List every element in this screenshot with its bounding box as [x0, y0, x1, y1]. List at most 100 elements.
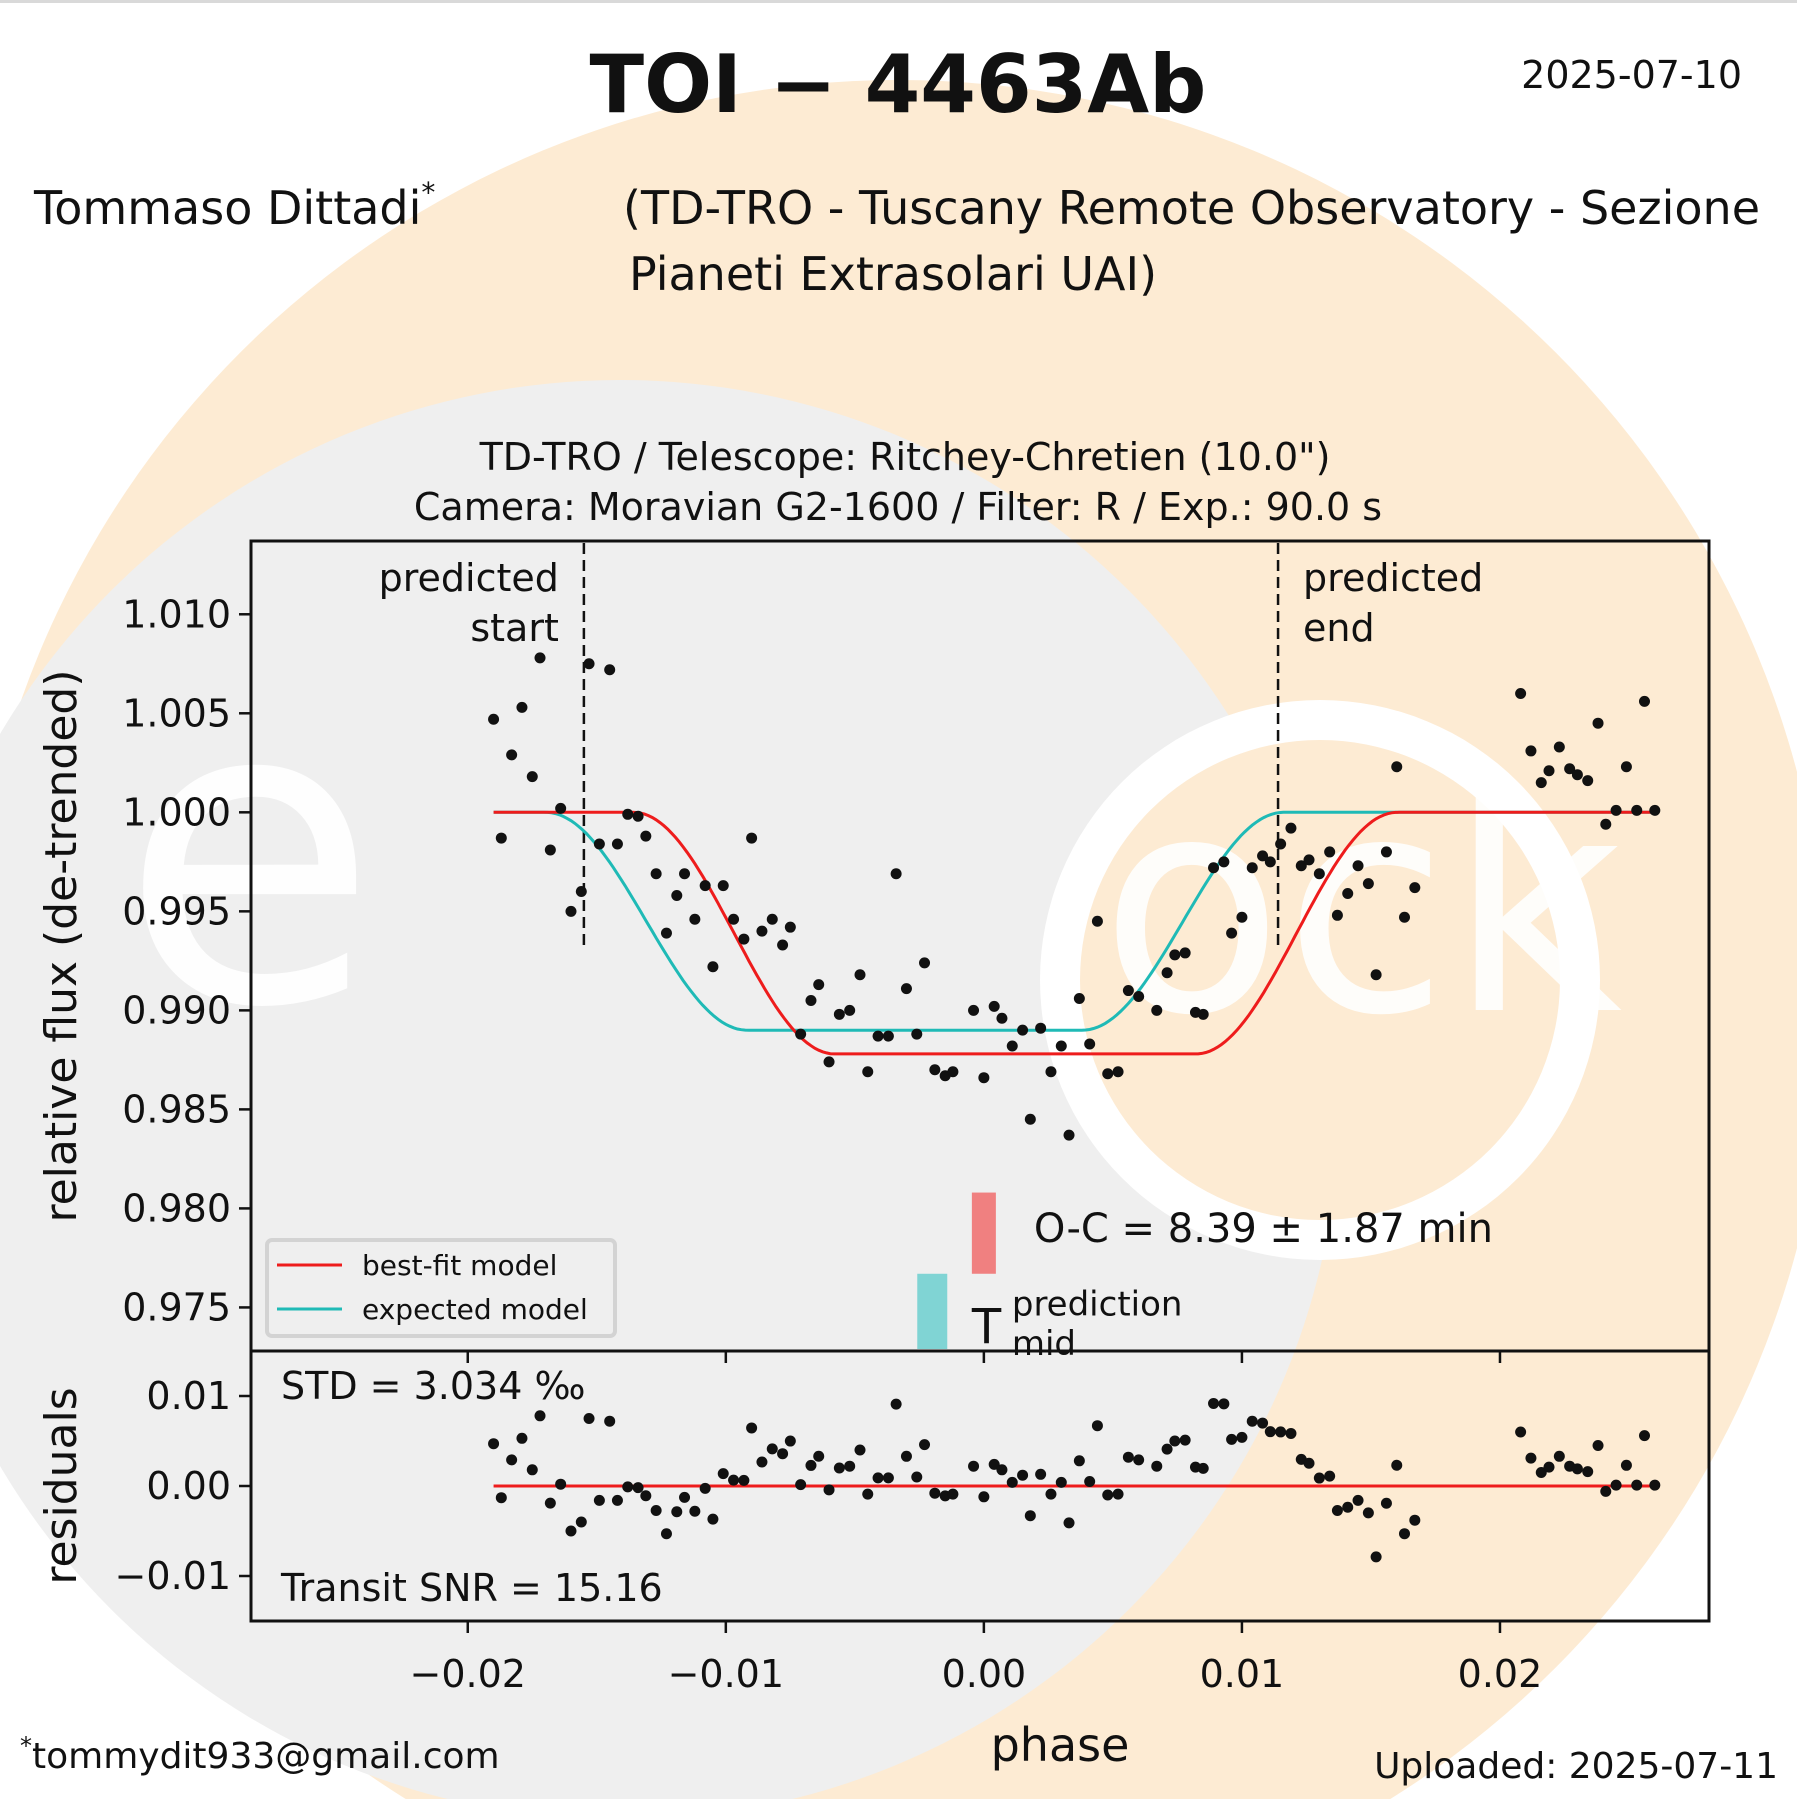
residuals-y-ticks: 0.01 0.00 −0.01 — [115, 1374, 251, 1598]
main-y-ticks: 1.010 1.005 1.000 0.995 0.990 0.985 0.980 0.975 — [122, 592, 251, 1329]
residual-point — [1063, 1517, 1075, 1529]
residual-point — [777, 1448, 789, 1460]
y-tick-label: 0.980 — [122, 1186, 231, 1230]
data-point — [1246, 862, 1258, 874]
residual-point — [1610, 1479, 1622, 1491]
contact: *tommydit933@gmail.com — [20, 1732, 500, 1777]
data-point — [1006, 1040, 1018, 1052]
residual-point — [823, 1484, 835, 1496]
oc-marker — [971, 1192, 996, 1274]
data-points — [488, 652, 1661, 1141]
data-point — [1179, 947, 1191, 959]
data-point — [1313, 868, 1325, 880]
residual-point — [795, 1479, 807, 1491]
residual-point — [1331, 1505, 1343, 1517]
uploaded-date: Uploaded: 2025-07-11 — [1374, 1746, 1778, 1787]
observer-name: Tommaso Dittadi* — [33, 176, 435, 235]
snr-annotation: Transit SNR = 15.16 — [280, 1566, 663, 1610]
data-point — [882, 1030, 894, 1042]
data-point — [968, 1004, 980, 1016]
data-point — [1582, 775, 1594, 787]
data-point — [1208, 862, 1220, 874]
data-point — [565, 905, 577, 917]
residual-point — [1582, 1466, 1594, 1478]
data-point — [1525, 745, 1537, 757]
data-point — [872, 1030, 884, 1042]
residual-point — [1391, 1459, 1403, 1471]
data-point — [1122, 985, 1134, 997]
x-tick-label: 0.01 — [1200, 1652, 1285, 1696]
residual-point — [565, 1525, 577, 1537]
data-point — [1610, 804, 1622, 816]
data-point — [1324, 846, 1336, 858]
residual-point — [526, 1464, 538, 1476]
data-point — [1102, 1068, 1114, 1080]
data-point — [1073, 992, 1085, 1004]
data-point — [823, 1056, 835, 1068]
data-point — [766, 913, 778, 925]
residual-point — [555, 1478, 567, 1490]
plot-title-line1: TD-TRO / Telescope: Ritchey-Chretien (10… — [479, 435, 1331, 479]
data-point — [900, 983, 912, 995]
data-point — [506, 749, 518, 761]
y-tick-label: 0.985 — [122, 1087, 231, 1131]
data-point — [707, 961, 719, 973]
data-point — [795, 1028, 807, 1040]
main-x-ticks — [466, 1351, 1502, 1363]
tmid-superscript: prediction — [1012, 1284, 1183, 1324]
data-point — [1303, 854, 1315, 866]
residual-point — [784, 1435, 796, 1447]
predicted-end-label-line2: end — [1303, 606, 1375, 650]
legend-label-best-fit: best-fit model — [362, 1249, 557, 1282]
data-point — [679, 868, 691, 880]
residual-point — [495, 1492, 507, 1504]
predicted-start-label-line1: predicted — [379, 556, 559, 600]
data-point — [1112, 1066, 1124, 1078]
x-tick-label: 0.02 — [1458, 1652, 1543, 1696]
observer-name-text: Tommaso Dittadi — [33, 181, 421, 235]
data-point — [1285, 822, 1297, 834]
residual-point — [968, 1460, 980, 1472]
residual-point — [583, 1413, 595, 1424]
tmid-symbol: T — [971, 1299, 1002, 1355]
data-point — [833, 1008, 845, 1020]
residual-point — [1161, 1443, 1173, 1455]
data-point — [1091, 915, 1103, 927]
residual-point — [604, 1415, 616, 1427]
residual-point — [911, 1471, 923, 1483]
data-point — [1564, 763, 1576, 775]
residual-point — [1370, 1551, 1382, 1563]
observer-affiliation-1: (TD-TRO - Tuscany Remote Observatory - S… — [623, 181, 1760, 235]
residual-point — [738, 1474, 750, 1486]
residual-point — [1571, 1463, 1583, 1475]
data-point — [632, 810, 644, 822]
watermark-clock-inner — [1080, 740, 1560, 1220]
residuals-y-label: residuals — [36, 1387, 87, 1584]
residual-point — [1151, 1460, 1163, 1472]
x-tick-label: −0.01 — [668, 1652, 784, 1696]
residual-point — [671, 1506, 683, 1518]
residual-point — [1553, 1450, 1565, 1462]
residual-point — [1324, 1470, 1336, 1482]
data-point — [622, 808, 634, 820]
residual-point — [1236, 1431, 1248, 1443]
residual-point — [1084, 1476, 1096, 1487]
residual-point — [1257, 1417, 1269, 1429]
y-tick-label: 1.000 — [122, 790, 231, 834]
x-tick-label: −0.02 — [410, 1652, 526, 1696]
data-point — [854, 969, 866, 981]
residual-point — [978, 1491, 990, 1503]
residual-point — [689, 1505, 701, 1517]
data-point — [813, 979, 825, 991]
residual-point — [854, 1444, 866, 1456]
residual-point — [622, 1481, 634, 1493]
data-point — [611, 838, 623, 850]
data-point — [777, 939, 789, 951]
data-point — [495, 832, 507, 844]
residual-point — [575, 1516, 587, 1528]
tmid-marker — [917, 1273, 948, 1349]
residual-point — [632, 1482, 644, 1494]
planet-title: TOI − 4463Ab — [590, 38, 1207, 131]
data-point — [1045, 1066, 1057, 1078]
data-point — [844, 1004, 856, 1016]
